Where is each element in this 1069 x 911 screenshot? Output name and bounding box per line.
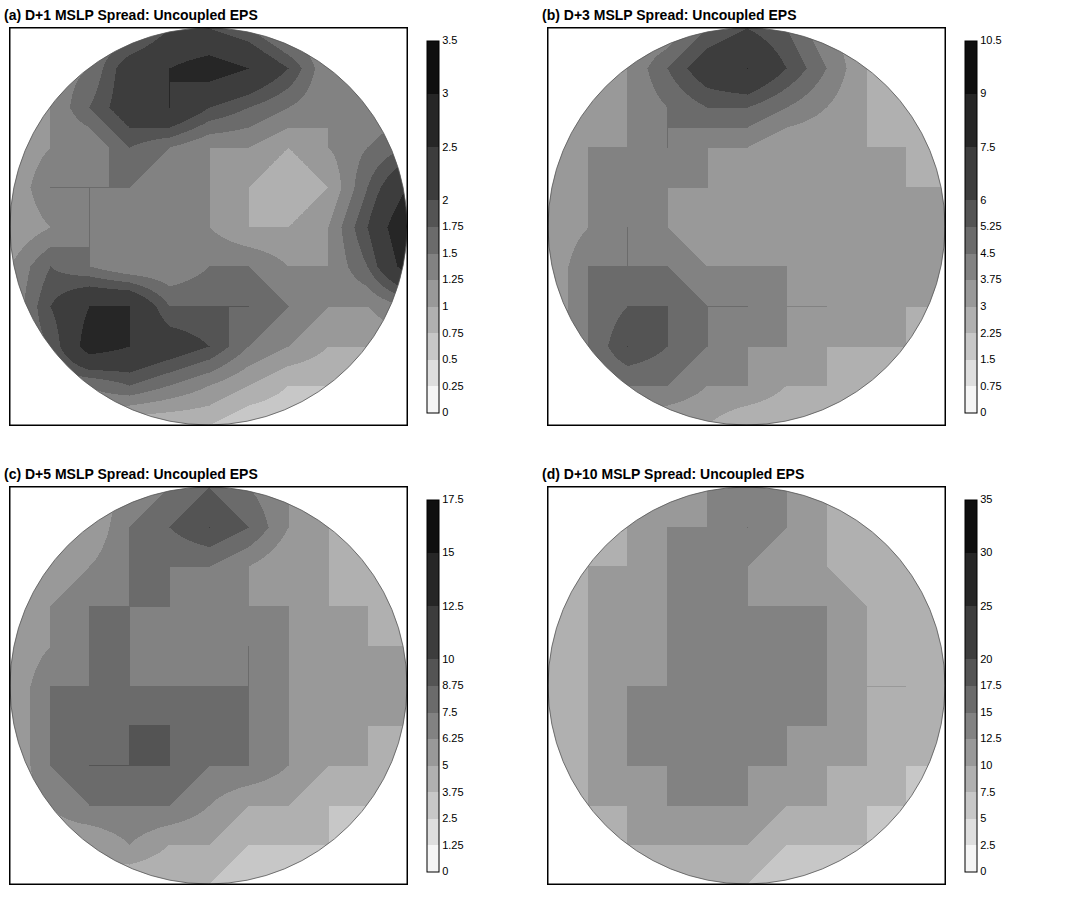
svg-text:1: 1 (442, 300, 448, 312)
svg-text:1.5: 1.5 (980, 353, 995, 365)
svg-text:3: 3 (442, 87, 448, 99)
svg-text:6.25: 6.25 (442, 732, 463, 744)
svg-text:(c) D+5 MSLP Spread: Uncoupled: (c) D+5 MSLP Spread: Uncoupled EPS (4, 466, 258, 482)
svg-text:0: 0 (442, 865, 448, 877)
svg-text:0.5: 0.5 (442, 353, 457, 365)
svg-text:5.25: 5.25 (980, 220, 1001, 232)
svg-text:10: 10 (980, 759, 992, 771)
svg-text:0: 0 (980, 865, 986, 877)
svg-text:1.25: 1.25 (442, 273, 463, 285)
svg-text:0.75: 0.75 (442, 327, 463, 339)
svg-text:6: 6 (980, 194, 986, 206)
svg-text:2.25: 2.25 (980, 327, 1001, 339)
svg-text:25: 25 (980, 600, 992, 612)
svg-text:(b) D+3 MSLP Spread: Uncoupled: (b) D+3 MSLP Spread: Uncoupled EPS (542, 7, 797, 23)
svg-text:30: 30 (980, 546, 992, 558)
svg-text:17.5: 17.5 (980, 679, 1001, 691)
svg-text:5: 5 (980, 812, 986, 824)
svg-text:3: 3 (980, 300, 986, 312)
svg-text:2.5: 2.5 (980, 839, 995, 851)
svg-text:10.5: 10.5 (980, 34, 1001, 46)
svg-text:12.5: 12.5 (442, 600, 463, 612)
svg-text:35: 35 (980, 493, 992, 505)
svg-text:20: 20 (980, 653, 992, 665)
svg-text:1.25: 1.25 (442, 839, 463, 851)
svg-text:5: 5 (442, 759, 448, 771)
svg-text:10: 10 (442, 653, 454, 665)
svg-text:7.5: 7.5 (442, 706, 457, 718)
svg-text:2.5: 2.5 (442, 141, 457, 153)
svg-text:4.5: 4.5 (980, 247, 995, 259)
svg-text:12.5: 12.5 (980, 732, 1001, 744)
svg-text:2: 2 (442, 194, 448, 206)
svg-text:9: 9 (980, 87, 986, 99)
svg-text:17.5: 17.5 (442, 493, 463, 505)
svg-text:3.5: 3.5 (442, 34, 457, 46)
svg-text:3.75: 3.75 (442, 786, 463, 798)
svg-text:1.75: 1.75 (442, 220, 463, 232)
svg-text:0: 0 (442, 406, 448, 418)
svg-text:1.5: 1.5 (442, 247, 457, 259)
svg-text:15: 15 (980, 706, 992, 718)
svg-text:15: 15 (442, 546, 454, 558)
svg-text:(d) D+10 MSLP Spread: Uncouple: (d) D+10 MSLP Spread: Uncoupled EPS (542, 466, 804, 482)
svg-text:2.5: 2.5 (442, 812, 457, 824)
svg-text:0: 0 (980, 406, 986, 418)
svg-text:3.75: 3.75 (980, 273, 1001, 285)
svg-text:(a) D+1 MSLP Spread: Uncoupled: (a) D+1 MSLP Spread: Uncoupled EPS (4, 7, 258, 23)
svg-text:0.75: 0.75 (980, 380, 1001, 392)
svg-text:7.5: 7.5 (980, 141, 995, 153)
svg-text:0.25: 0.25 (442, 380, 463, 392)
svg-text:7.5: 7.5 (980, 786, 995, 798)
svg-text:8.75: 8.75 (442, 679, 463, 691)
